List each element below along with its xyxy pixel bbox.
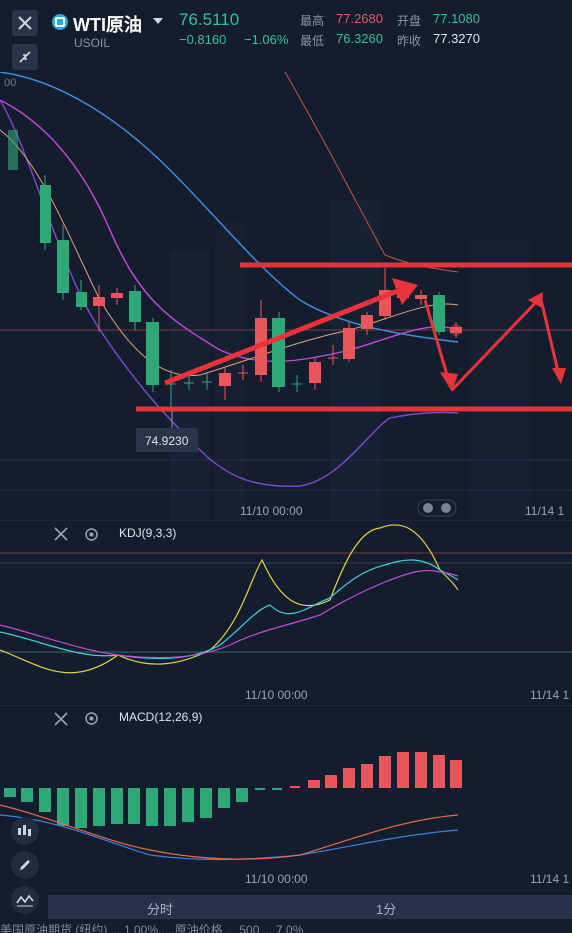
symbol-code: USOIL	[74, 36, 111, 50]
draw-tool-button[interactable]	[11, 851, 39, 879]
macd-close-icon[interactable]	[54, 712, 68, 726]
candle-icon	[18, 825, 31, 836]
shrink-icon	[19, 51, 31, 63]
pager-dot[interactable]	[423, 503, 433, 513]
timeframe-bar: 分时 1分	[48, 895, 572, 919]
chevron-down-icon[interactable]	[153, 17, 163, 25]
news-ticker[interactable]: 美国原油期货 (纽约) ... 1.00% ... 原油价格 ... 500 .…	[0, 923, 304, 933]
macd-time-label-right: 11/14 1	[530, 872, 569, 886]
low-value: 76.3260	[336, 31, 383, 46]
low-marker-box	[136, 428, 198, 452]
low-label: 最低	[300, 34, 325, 48]
price-change: −0.8160	[179, 32, 227, 47]
main-chart[interactable]: 00	[0, 72, 572, 520]
open-value: 77.1080	[433, 11, 480, 26]
shrink-button[interactable]	[12, 44, 38, 70]
macd-dea-line	[0, 814, 459, 861]
macd-dif-line	[0, 804, 459, 860]
pager-dot[interactable]	[441, 503, 451, 513]
high-value: 77.2680	[336, 11, 383, 26]
kdj-panel[interactable]: 11/10 00:00 11/14 1	[0, 520, 572, 705]
symbol-logo-icon	[52, 14, 68, 30]
pencil-icon	[20, 860, 30, 870]
low-marker-value: 74.9230	[145, 434, 189, 448]
prev-close-label: 昨收	[397, 34, 422, 48]
tab-timeshare[interactable]: 分时	[147, 902, 174, 917]
macd-settings-icon[interactable]	[84, 711, 99, 726]
ma-magenta-line	[0, 99, 459, 363]
prev-close-value: 77.3270	[433, 31, 480, 46]
symbol-name[interactable]: WTI原油	[73, 15, 142, 35]
last-price: 76.5110	[179, 10, 240, 29]
background-skyline	[170, 200, 530, 520]
price-change-pct: −1.06%	[244, 32, 289, 47]
macd-label: MACD(12,26,9)	[119, 710, 203, 724]
main-time-label-left: 11/10 00:00	[240, 504, 303, 518]
kdj-d-line	[0, 569, 459, 659]
indicator-icon	[16, 894, 34, 907]
header: WTI原油 USOIL 76.5110 −0.8160 −1.06% 最高 77…	[0, 0, 572, 72]
drawn-annotations[interactable]	[136, 262, 572, 412]
kdj-settings-icon[interactable]	[84, 527, 99, 542]
main-time-label-right: 11/14 1	[525, 504, 564, 518]
candle-style-button[interactable]	[11, 817, 39, 845]
macd-histogram-positive	[290, 752, 462, 788]
axis-partial-label: 00	[4, 77, 16, 89]
close-button[interactable]	[12, 10, 38, 36]
kdj-time-label-left: 11/10 00:00	[245, 688, 308, 702]
kdj-time-label-right: 11/14 1	[530, 688, 569, 702]
macd-time-label-left: 11/10 00:00	[245, 872, 308, 886]
close-icon	[18, 16, 32, 30]
tab-1min[interactable]: 1分	[376, 902, 397, 917]
ma-short-line	[0, 129, 459, 377]
macd-panel[interactable]: 11/10 00:00 11/14 1	[0, 705, 572, 895]
high-label: 最高	[300, 14, 325, 28]
kdj-label: KDJ(9,3,3)	[119, 526, 177, 540]
macd-histogram-negative	[4, 788, 282, 828]
candles	[8, 130, 462, 410]
kdj-close-icon[interactable]	[54, 527, 68, 541]
indicator-button[interactable]	[11, 886, 39, 914]
open-label: 开盘	[397, 14, 422, 28]
